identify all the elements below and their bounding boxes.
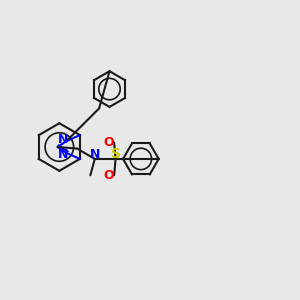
Text: N: N (90, 148, 100, 161)
Text: N: N (58, 133, 68, 146)
Text: N: N (58, 148, 68, 161)
Text: O: O (103, 169, 114, 182)
Text: S: S (111, 148, 121, 161)
Text: O: O (103, 136, 114, 149)
